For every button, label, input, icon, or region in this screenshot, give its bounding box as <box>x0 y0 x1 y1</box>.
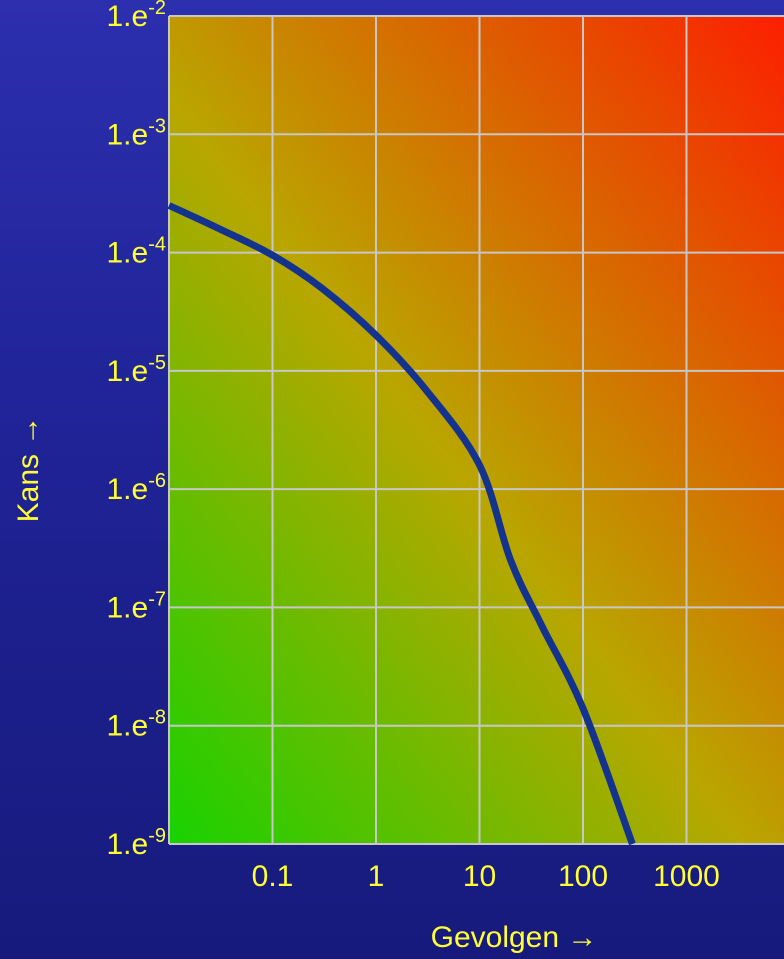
y-tick-label: 1.e-8 <box>106 707 166 743</box>
y-axis-label: Kans → <box>12 416 45 523</box>
x-tick-label: 100 <box>558 860 608 893</box>
x-tick-label: 0.1 <box>252 860 294 893</box>
x-tick-label: 1 <box>368 860 385 893</box>
y-tick-label: 1.e-4 <box>106 234 166 270</box>
y-tick-label: 1.e-2 <box>106 0 166 33</box>
x-tick-label: 1000 <box>653 860 720 893</box>
y-tick-label: 1.e-9 <box>106 825 166 861</box>
y-tick-label: 1.e-5 <box>106 352 166 388</box>
x-tick-label: 10 <box>463 860 496 893</box>
y-tick-label: 1.e-3 <box>106 115 166 151</box>
x-tick-labels: 0.1 1 10 100 1000 <box>252 860 720 893</box>
x-axis-label: Gevolgen → <box>431 921 598 954</box>
series-line <box>167 202 636 846</box>
grid <box>168 15 784 845</box>
y-tick-labels: 1.e-2 1.e-3 1.e-4 1.e-5 1.e-6 1.e-7 1.e-8 1.e-9 <box>106 0 166 861</box>
plot-area <box>169 16 784 844</box>
y-tick-label: 1.e-6 <box>106 470 166 506</box>
y-tick-label: 1.e-7 <box>106 588 166 624</box>
